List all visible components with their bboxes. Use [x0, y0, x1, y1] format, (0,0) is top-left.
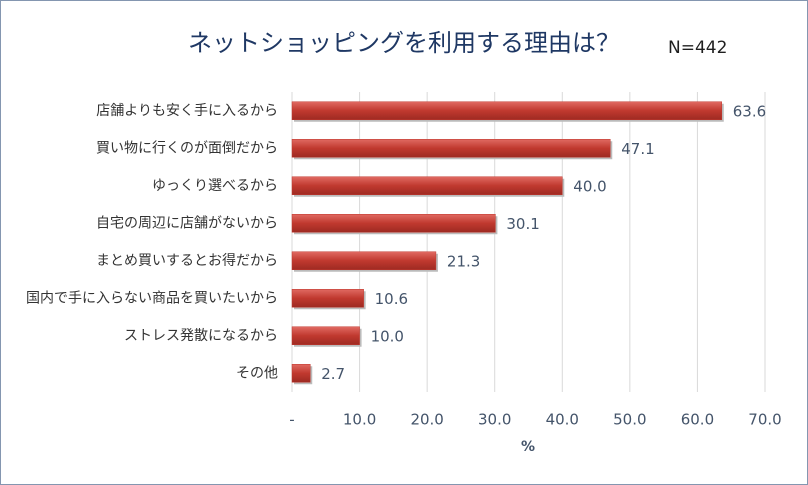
bar [291, 139, 611, 158]
value-label: 63.6 [733, 102, 766, 120]
bar [291, 214, 496, 233]
y-tick-label: 買い物に行くのが面倒だから [96, 140, 278, 156]
y-tick-label: 自宅の周辺に店舗がないから [96, 215, 278, 231]
value-label: 10.0 [371, 327, 404, 345]
y-tick-label: その他 [236, 365, 278, 381]
value-label: 40.0 [573, 177, 606, 195]
value-label: 30.1 [506, 215, 539, 233]
chart-title: ネットショッピングを利用する理由は？ [188, 29, 620, 57]
annotation: N=442 [668, 38, 727, 58]
x-axis-label: % [521, 439, 535, 455]
value-label: 21.3 [447, 252, 480, 270]
bar [291, 364, 311, 383]
x-tick-label: 40.0 [546, 411, 579, 429]
x-tick-label: 20.0 [410, 411, 443, 429]
x-tick-label: 60.0 [681, 411, 714, 429]
x-tick-label: 10.0 [343, 411, 376, 429]
bar [291, 101, 723, 120]
bar [291, 176, 563, 195]
value-label: 47.1 [621, 140, 654, 158]
y-tick-label: まとめ買いするとお得だから [96, 252, 278, 269]
y-tick-label: 店舗よりも安く手に入るから [96, 103, 278, 119]
y-tick-label: ストレス発散になるから [124, 328, 278, 344]
y-tick-label: 国内で手に入らない商品を買いたいから [26, 290, 278, 306]
x-tick-label: - [289, 411, 294, 429]
x-tick-label: 30.0 [478, 411, 511, 429]
y-tick-label: ゆっくり選べるから [152, 178, 278, 194]
x-tick-label: 50.0 [613, 411, 646, 429]
bar [291, 326, 360, 345]
value-label: 10.6 [375, 290, 408, 308]
value-label: 2.7 [321, 365, 345, 383]
bar [291, 289, 364, 308]
x-tick-label: 70.0 [748, 411, 781, 429]
bar [291, 251, 437, 270]
